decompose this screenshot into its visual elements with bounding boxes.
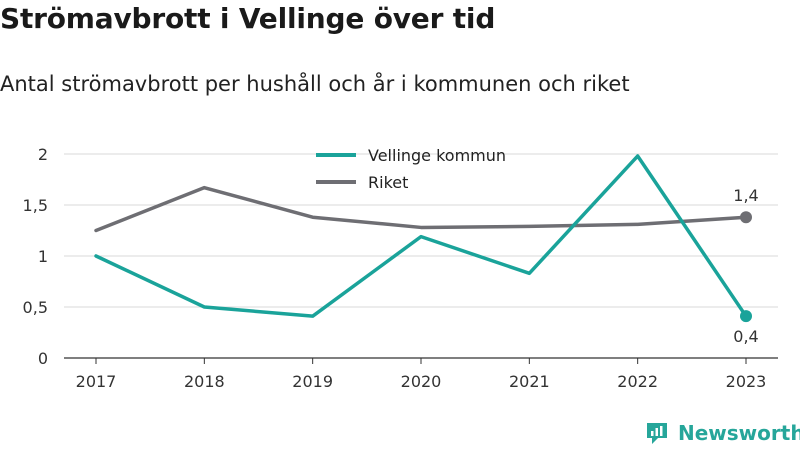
- series-line-riket: [94, 185, 748, 233]
- chart-subtitle: Antal strömavbrott per hushåll och år i …: [0, 72, 630, 96]
- y-axis-ticks: 0 0,5 1 1,5 2: [23, 145, 48, 368]
- gridlines: [64, 153, 778, 359]
- chart-title: Strömavbrott i Vellinge över tid: [0, 2, 496, 35]
- y-tick-label: 2: [38, 145, 48, 164]
- y-tick-label: 0,5: [23, 298, 48, 317]
- brand-name: Newsworthy: [678, 421, 800, 445]
- x-tick-label: 2021: [509, 372, 550, 391]
- legend-label: Riket: [368, 173, 408, 192]
- x-tick-label: 2022: [617, 372, 658, 391]
- series-line-vellinge-kommun: [94, 154, 748, 318]
- legend-label: Vellinge kommun: [368, 146, 506, 165]
- end-point-marker: [740, 211, 752, 224]
- end-value-label: 1,4: [733, 186, 758, 205]
- x-tick-label: 2023: [726, 372, 767, 391]
- y-tick-label: 1: [38, 247, 48, 266]
- legend: Vellinge kommun Riket: [316, 146, 506, 192]
- x-axis: 2017 2018 2019 2020 2021 2022 2023: [76, 358, 767, 391]
- x-tick-label: 2017: [76, 372, 117, 391]
- newsworthy-logo-icon: [647, 423, 667, 444]
- x-tick-label: 2019: [292, 372, 333, 391]
- y-tick-label: 0: [38, 349, 48, 368]
- y-tick-label: 1,5: [23, 196, 48, 215]
- end-point-marker: [740, 310, 752, 323]
- end-value-label: 0,4: [733, 327, 758, 346]
- x-tick-label: 2020: [401, 372, 442, 391]
- x-tick-label: 2018: [184, 372, 225, 391]
- series-lines: 1,4 0,4: [94, 154, 759, 346]
- brand: Newsworthy: [644, 420, 800, 446]
